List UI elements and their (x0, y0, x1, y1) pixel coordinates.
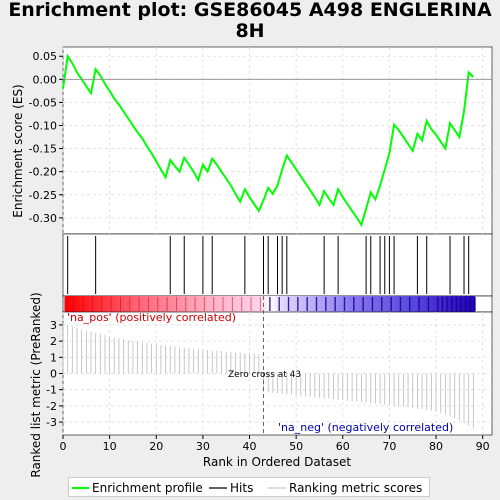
legend: Enrichment profile Hits Ranking metric s… (68, 477, 430, 497)
heatmap-stripe (325, 297, 327, 311)
heatmap-stripe (441, 297, 444, 311)
es-tick-label: 0.00 (33, 73, 58, 86)
pos-label: 'na_pos' (positively correlated) (67, 311, 236, 324)
es-line (62, 53, 475, 228)
heatmap-stripe (194, 297, 196, 311)
metric-axis-label: Ranked list metric (PreRanked) (29, 292, 43, 477)
heatmap-stripe (203, 297, 205, 311)
heatmap-stripe (390, 297, 392, 311)
heatmap-stripe (465, 297, 467, 311)
heatmap-stripe (297, 297, 299, 311)
heatmap-stripe (334, 297, 336, 311)
heatmap-stripe (381, 297, 383, 311)
metric-tick-label: 3 (50, 319, 57, 332)
heatmap-stripe (259, 297, 261, 311)
hit-lines (67, 236, 470, 294)
metric-y-ticks: 3 2 1 0 -1 -2 -3 (46, 319, 63, 429)
heatmap-stripe (446, 297, 448, 311)
heatmap-hit-marks (64, 297, 476, 311)
heatmap-stripe (82, 297, 84, 311)
heatmap-stripe (306, 297, 308, 311)
x-tick-label: 10 (103, 440, 117, 453)
x-tick-label: 90 (476, 440, 490, 453)
heatmap-stripe (73, 297, 75, 311)
heatmap-stripe (250, 297, 252, 311)
heatmap-stripe (269, 297, 271, 311)
x-tick-label: 80 (429, 440, 443, 453)
es-tick-label: -0.20 (29, 166, 57, 179)
es-tick-label: 0.05 (33, 50, 58, 63)
metric-tick-label: 0 (50, 368, 57, 381)
x-tick-label: 60 (336, 440, 350, 453)
legend-hits-label: Hits (230, 481, 253, 495)
heatmap-stripe (185, 297, 187, 311)
es-grid (62, 47, 492, 234)
heatmap-stripe (353, 297, 355, 311)
heatmap-stripe (315, 297, 318, 311)
metric-tick-label: 1 (50, 351, 57, 364)
es-tick-label: -0.10 (29, 119, 57, 132)
metric-tick-label: -3 (46, 416, 57, 429)
heatmap-stripe (231, 297, 233, 311)
heatmap-stripe (147, 297, 149, 311)
x-tick-label: 20 (149, 440, 163, 453)
es-y-ticks: 0.05 0.00 -0.05 -0.10 -0.15 -0.20 -0.25 -0.30 (29, 50, 63, 225)
x-tick-label: 0 (60, 440, 67, 453)
heatmap-stripe (138, 297, 140, 311)
heatmap-stripe (129, 297, 131, 311)
x-tick-label: 40 (243, 440, 257, 453)
heatmap-stripe (460, 297, 462, 311)
chart-title: Enrichment plot: GSE86045 A498 ENGLERINA… (0, 0, 500, 42)
es-tick-label: -0.25 (29, 189, 57, 202)
x-ticks: 0 10 20 30 40 50 60 70 80 90 (60, 435, 490, 453)
heatmap-stripe (166, 297, 168, 311)
heatmap-stripe (110, 297, 112, 311)
heatmap-stripe (474, 297, 476, 311)
heatmap-stripe (287, 297, 290, 311)
heatmap-stripe (469, 297, 472, 311)
legend-ranking-label: Ranking metric scores (289, 481, 422, 495)
metric-tick-label: -2 (46, 400, 57, 413)
metric-tick-label: -1 (46, 384, 57, 397)
es-tick-label: -0.15 (29, 143, 57, 156)
x-tick-label: 50 (289, 440, 303, 453)
heatmap-stripe (119, 297, 121, 311)
heatmap-stripe (427, 297, 430, 311)
heatmap-stripe (362, 297, 364, 311)
heatmap-stripe (157, 297, 159, 311)
heatmap-stripe (175, 297, 177, 311)
zero-cross-label: Zero cross at 43 (228, 370, 301, 380)
metric-bars (62, 323, 474, 429)
es-tick-label: -0.05 (29, 96, 57, 109)
heatmap-stripe (278, 297, 280, 311)
heatmap-stripe (399, 297, 402, 311)
legend-es-label: Enrichment profile (92, 481, 203, 495)
heatmap-stripe (371, 297, 374, 311)
chart-title-line2: 8H (235, 20, 265, 42)
heatmap-stripe (437, 297, 439, 311)
heatmap-stripe (101, 297, 103, 311)
heatmap-stripe (418, 297, 420, 311)
chart-title-line1: Enrichment plot: GSE86045 A498 ENGLERINA (8, 0, 492, 21)
heatmap-stripe (343, 297, 346, 311)
x-tick-label: 70 (382, 440, 396, 453)
es-tick-label: -0.30 (29, 212, 57, 225)
heatmap-stripe (409, 297, 411, 311)
metric-tick-label: 2 (50, 335, 57, 348)
heatmap-stripe (213, 297, 215, 311)
es-axis-label: Enrichment score (ES) (11, 84, 25, 217)
heatmap-stripe (455, 297, 458, 311)
heatmap-stripe (64, 297, 65, 311)
heatmap-stripe (451, 297, 453, 311)
heatmap-stripe (91, 297, 93, 311)
x-tick-label: 30 (196, 440, 210, 453)
x-axis-label: Rank in Ordered Dataset (203, 455, 351, 469)
heatmap-stripe (241, 297, 243, 311)
neg-label: 'na_neg' (negatively correlated) (278, 421, 453, 434)
es-panel (62, 46, 493, 235)
heatmap-stripe (222, 297, 224, 311)
